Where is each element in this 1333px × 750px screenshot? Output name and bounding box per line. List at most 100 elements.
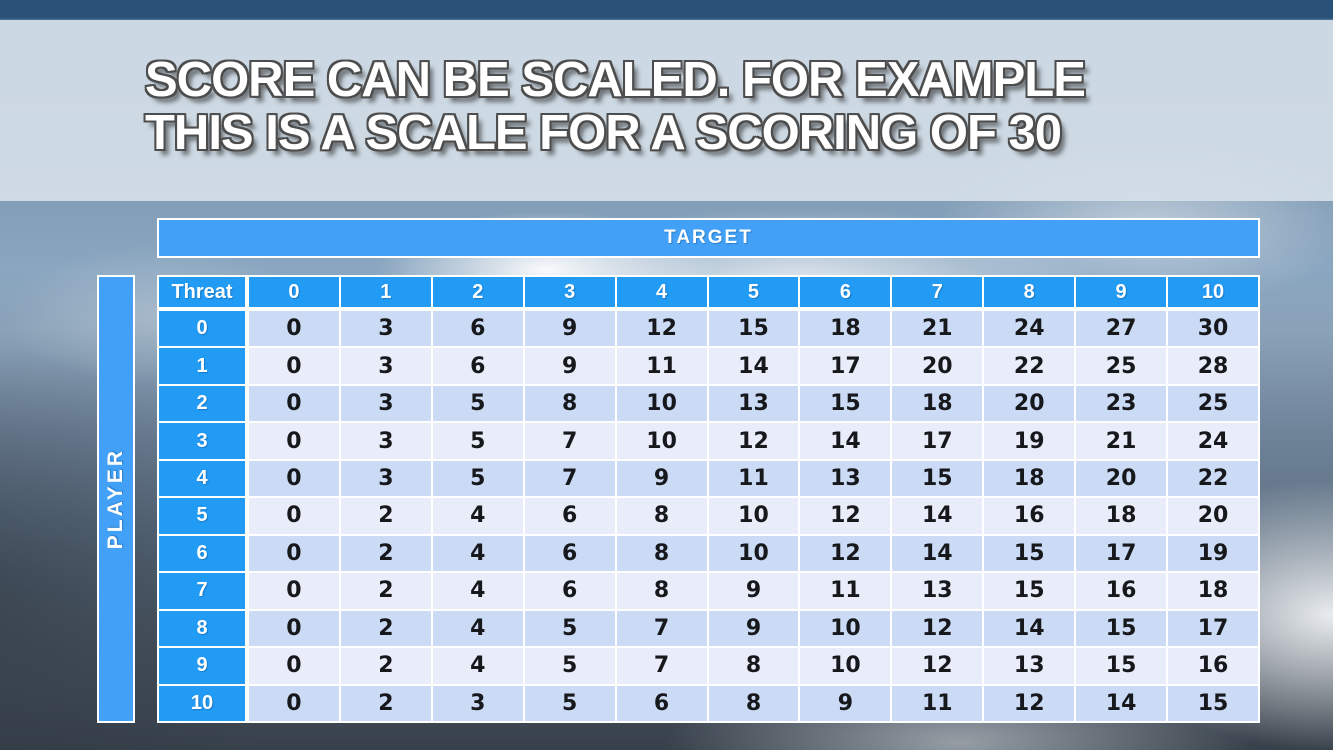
score-cell: 0	[249, 498, 339, 534]
score-cell: 5	[524, 685, 615, 721]
score-cell: 15	[708, 311, 799, 347]
score-cell: 2	[340, 573, 431, 609]
score-cell: 0	[249, 535, 339, 572]
score-cell: 24	[984, 311, 1075, 347]
score-cell: 0	[249, 573, 339, 609]
player-row-header-8: 8	[159, 610, 247, 647]
matrix-row-10: 10 0 2 3 5 6 8 9 11 12 14 15	[159, 685, 1258, 721]
score-cell: 4	[432, 648, 523, 684]
score-cell: 6	[432, 311, 523, 347]
score-cell: 11	[800, 573, 891, 609]
score-cell: 0	[249, 610, 339, 647]
score-cell: 12	[984, 685, 1075, 721]
score-cell: 11	[616, 348, 707, 384]
threat-corner-cell: Threat	[159, 277, 247, 309]
score-cell: 3	[340, 423, 431, 459]
player-row-header-2: 2	[159, 385, 247, 422]
score-cell: 5	[432, 423, 523, 459]
score-cell: 14	[892, 498, 983, 534]
score-cell: 6	[524, 498, 615, 534]
score-cell: 18	[892, 385, 983, 422]
score-cell: 15	[1076, 648, 1167, 684]
score-cell: 14	[800, 423, 891, 459]
player-row-header-3: 3	[159, 423, 247, 459]
score-cell: 8	[524, 385, 615, 422]
score-cell: 10	[616, 385, 707, 422]
target-col-header-3: 3	[524, 277, 615, 309]
score-cell: 7	[616, 610, 707, 647]
matrix-row-5: 5 0 2 4 6 8 10 12 14 16 18 20	[159, 498, 1258, 534]
score-cell: 18	[984, 460, 1075, 497]
score-cell: 11	[708, 460, 799, 497]
score-cell: 3	[432, 685, 523, 721]
score-matrix-table: Threat 0 1 2 3 4 5 6 7 8 9 10 0 0 3 6 9 12 15 18 21 24 27 30 1…	[157, 275, 1260, 723]
score-cell: 0	[249, 460, 339, 497]
score-cell: 12	[800, 498, 891, 534]
score-cell: 12	[708, 423, 799, 459]
score-cell: 3	[340, 460, 431, 497]
target-col-header-6: 6	[800, 277, 891, 309]
player-row-header-4: 4	[159, 460, 247, 497]
score-cell: 22	[1168, 460, 1258, 497]
score-cell: 10	[708, 535, 799, 572]
title-line-1: SCORE CAN BE SCALED. FOR EXAMPLE	[145, 53, 1086, 107]
matrix-row-8: 8 0 2 4 5 7 9 10 12 14 15 17	[159, 610, 1258, 647]
score-cell: 0	[249, 685, 339, 721]
score-cell: 9	[616, 460, 707, 497]
score-cell: 21	[1076, 423, 1167, 459]
score-cell: 18	[800, 311, 891, 347]
score-cell: 15	[1168, 685, 1258, 721]
score-cell: 27	[1076, 311, 1167, 347]
target-col-header-2: 2	[432, 277, 523, 309]
score-cell: 2	[340, 685, 431, 721]
target-col-header-7: 7	[892, 277, 983, 309]
score-cell: 28	[1168, 348, 1258, 384]
score-cell: 8	[708, 648, 799, 684]
score-cell: 5	[524, 648, 615, 684]
score-cell: 16	[1076, 573, 1167, 609]
score-cell: 18	[1168, 573, 1258, 609]
score-cell: 13	[984, 648, 1075, 684]
score-cell: 9	[708, 573, 799, 609]
target-col-header-0: 0	[249, 277, 339, 309]
score-cell: 14	[984, 610, 1075, 647]
score-cell: 20	[984, 385, 1075, 422]
score-cell: 3	[340, 385, 431, 422]
score-cell: 20	[1168, 498, 1258, 534]
score-cell: 0	[249, 311, 339, 347]
score-cell: 8	[708, 685, 799, 721]
score-cell: 22	[984, 348, 1075, 384]
score-cell: 0	[249, 348, 339, 384]
score-cell: 8	[616, 573, 707, 609]
score-cell: 14	[708, 348, 799, 384]
score-cell: 8	[616, 535, 707, 572]
score-cell: 18	[1076, 498, 1167, 534]
score-cell: 16	[984, 498, 1075, 534]
score-cell: 15	[800, 385, 891, 422]
score-cell: 0	[249, 648, 339, 684]
score-cell: 24	[1168, 423, 1258, 459]
score-cell: 2	[340, 648, 431, 684]
score-cell: 3	[340, 311, 431, 347]
target-col-header-9: 9	[1076, 277, 1167, 309]
score-cell: 17	[1076, 535, 1167, 572]
score-cell: 12	[616, 311, 707, 347]
score-cell: 12	[892, 610, 983, 647]
player-row-header-0: 0	[159, 311, 247, 347]
score-cell: 7	[524, 460, 615, 497]
score-cell: 14	[892, 535, 983, 572]
score-cell: 4	[432, 535, 523, 572]
score-cell: 0	[249, 385, 339, 422]
score-cell: 6	[524, 573, 615, 609]
score-cell: 6	[432, 348, 523, 384]
score-cell: 5	[432, 385, 523, 422]
score-cell: 16	[1168, 648, 1258, 684]
target-col-header-8: 8	[984, 277, 1075, 309]
score-cell: 5	[432, 460, 523, 497]
score-cell: 9	[524, 311, 615, 347]
score-cell: 2	[340, 535, 431, 572]
score-cell: 21	[892, 311, 983, 347]
score-cell: 12	[892, 648, 983, 684]
score-cell: 13	[708, 385, 799, 422]
score-cell: 25	[1168, 385, 1258, 422]
